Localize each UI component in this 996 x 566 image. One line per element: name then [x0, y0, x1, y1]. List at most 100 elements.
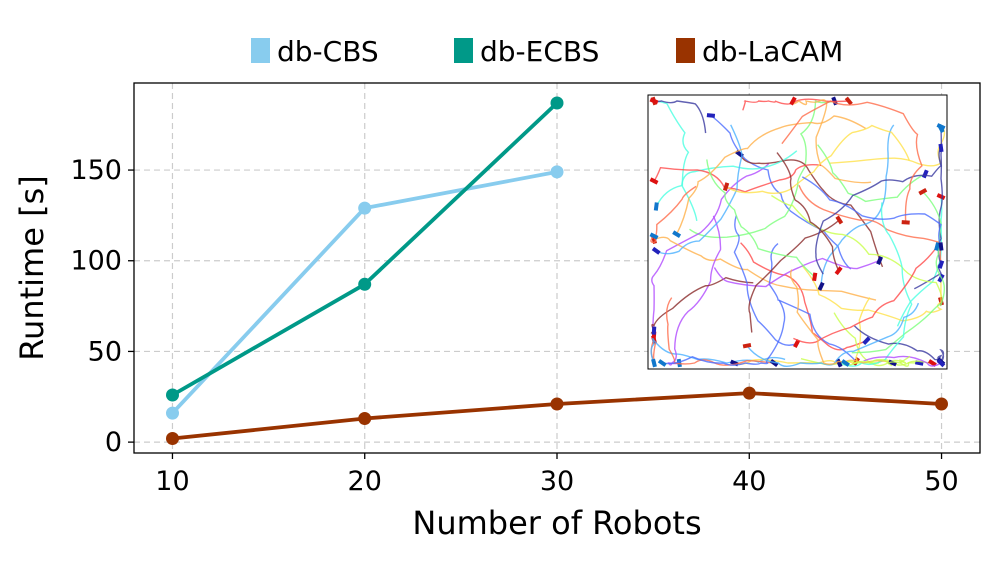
inset-border: [647, 94, 948, 370]
robot-marker: [789, 96, 797, 106]
data-point-db-LaCAM: [550, 397, 564, 411]
robot-marker: [938, 143, 944, 153]
data-point-db-ECBS: [358, 277, 372, 291]
robot-marker: [876, 256, 884, 265]
robot-trajectory: [845, 355, 911, 364]
robot-marker: [812, 272, 818, 282]
robot-trajectory: [713, 257, 880, 288]
robot-marker: [938, 242, 944, 251]
y-tick-label: 0: [105, 427, 122, 458]
x-axis-ticks: 10 20 30 40 50: [155, 453, 959, 497]
robot-marker: [862, 336, 871, 345]
robot-trajectory: [653, 164, 822, 193]
x-tick-label: 40: [732, 466, 766, 497]
robot-trajectory: [748, 219, 840, 333]
inset-trajectories: [649, 96, 946, 368]
robot-trajectory: [801, 176, 942, 247]
legend-swatch-db-LaCAM: [676, 38, 695, 63]
robot-marker: [936, 193, 946, 201]
robot-trajectory: [740, 242, 867, 351]
robot-marker: [844, 96, 853, 106]
robot-trajectory: [789, 269, 893, 365]
data-point-db-ECBS: [550, 96, 564, 110]
robot-marker: [817, 281, 825, 291]
robot-trajectory: [815, 147, 942, 275]
robot-marker: [651, 326, 657, 335]
robot-trajectory: [771, 194, 943, 302]
robot-marker: [649, 97, 659, 105]
robot-marker: [841, 359, 850, 367]
robot-trajectory: [675, 115, 867, 235]
robot-marker: [834, 266, 843, 276]
robot-marker: [722, 182, 730, 192]
robot-trajectory: [651, 163, 770, 336]
robot-trajectory: [768, 243, 857, 362]
robot-trajectory: [738, 153, 884, 268]
robot-trajectory: [781, 100, 923, 223]
y-tick-label: 50: [88, 336, 122, 367]
series-layer: [166, 96, 948, 445]
robot-trajectory: [733, 215, 797, 346]
robot-marker: [649, 177, 659, 185]
legend-label: db-LaCAM: [702, 35, 843, 68]
robot-trajectory: [725, 124, 910, 195]
robot-marker: [901, 220, 910, 225]
robot-trajectory: [793, 246, 938, 344]
legend: db-CBS db-ECBS db-LaCAM: [251, 35, 843, 68]
data-point-db-CBS: [358, 201, 372, 215]
x-axis-label: Number of Robots: [412, 504, 701, 542]
robot-marker: [918, 188, 928, 196]
data-point-db-CBS: [166, 406, 179, 420]
robot-trajectory: [706, 159, 816, 278]
x-tick-label: 30: [540, 466, 574, 497]
robot-trajectory: [746, 302, 920, 367]
data-point-db-LaCAM: [166, 432, 179, 445]
data-point-db-ECBS: [166, 388, 179, 402]
robot-marker: [835, 358, 843, 368]
robot-trajectory: [710, 114, 852, 270]
robot-marker: [936, 358, 946, 368]
robot-trajectory: [913, 128, 943, 290]
data-point-db-LaCAM: [358, 412, 372, 425]
robot-trajectory: [776, 152, 840, 271]
inset-background: [648, 95, 947, 369]
robot-trajectory: [655, 124, 743, 255]
x-tick-label: 10: [155, 466, 189, 497]
robot-trajectory: [851, 191, 946, 354]
legend-label: db-ECBS: [480, 35, 599, 68]
legend-swatch-db-CBS: [251, 38, 270, 63]
robot-trajectories-inset-image: [647, 94, 948, 370]
robot-marker: [742, 342, 752, 349]
robot-marker: [651, 246, 661, 255]
data-point-db-LaCAM: [935, 397, 948, 411]
data-point-db-CBS: [550, 165, 564, 179]
y-tick-label: 100: [70, 246, 122, 277]
robot-marker: [921, 169, 929, 179]
robot-marker: [672, 230, 682, 238]
robot-marker: [937, 124, 945, 134]
robot-trajectory: [665, 297, 775, 366]
x-tick-label: 20: [348, 466, 382, 497]
x-tick-label: 50: [924, 466, 958, 497]
robot-marker: [927, 359, 937, 367]
robot-marker: [888, 359, 897, 367]
robot-marker: [657, 359, 667, 367]
robot-marker: [937, 260, 945, 269]
y-tick-label: 150: [70, 155, 122, 186]
robot-trajectory: [655, 150, 798, 207]
y-axis-ticks: 0 50 100 150: [70, 155, 134, 458]
robot-marker: [934, 242, 941, 251]
robot-marker: [835, 215, 844, 225]
robot-trajectory: [662, 299, 786, 366]
robot-trajectory: [653, 100, 698, 222]
robot-trajectory: [791, 99, 872, 184]
robot-marker: [651, 358, 657, 368]
robot-trajectory: [820, 124, 895, 287]
robot-marker: [706, 113, 716, 118]
y-axis-label: Runtime [s]: [13, 175, 51, 360]
legend-swatch-db-ECBS: [454, 38, 473, 63]
robot-trajectory: [653, 236, 877, 301]
robot-trajectory: [817, 144, 926, 203]
robot-trajectory: [650, 185, 697, 244]
